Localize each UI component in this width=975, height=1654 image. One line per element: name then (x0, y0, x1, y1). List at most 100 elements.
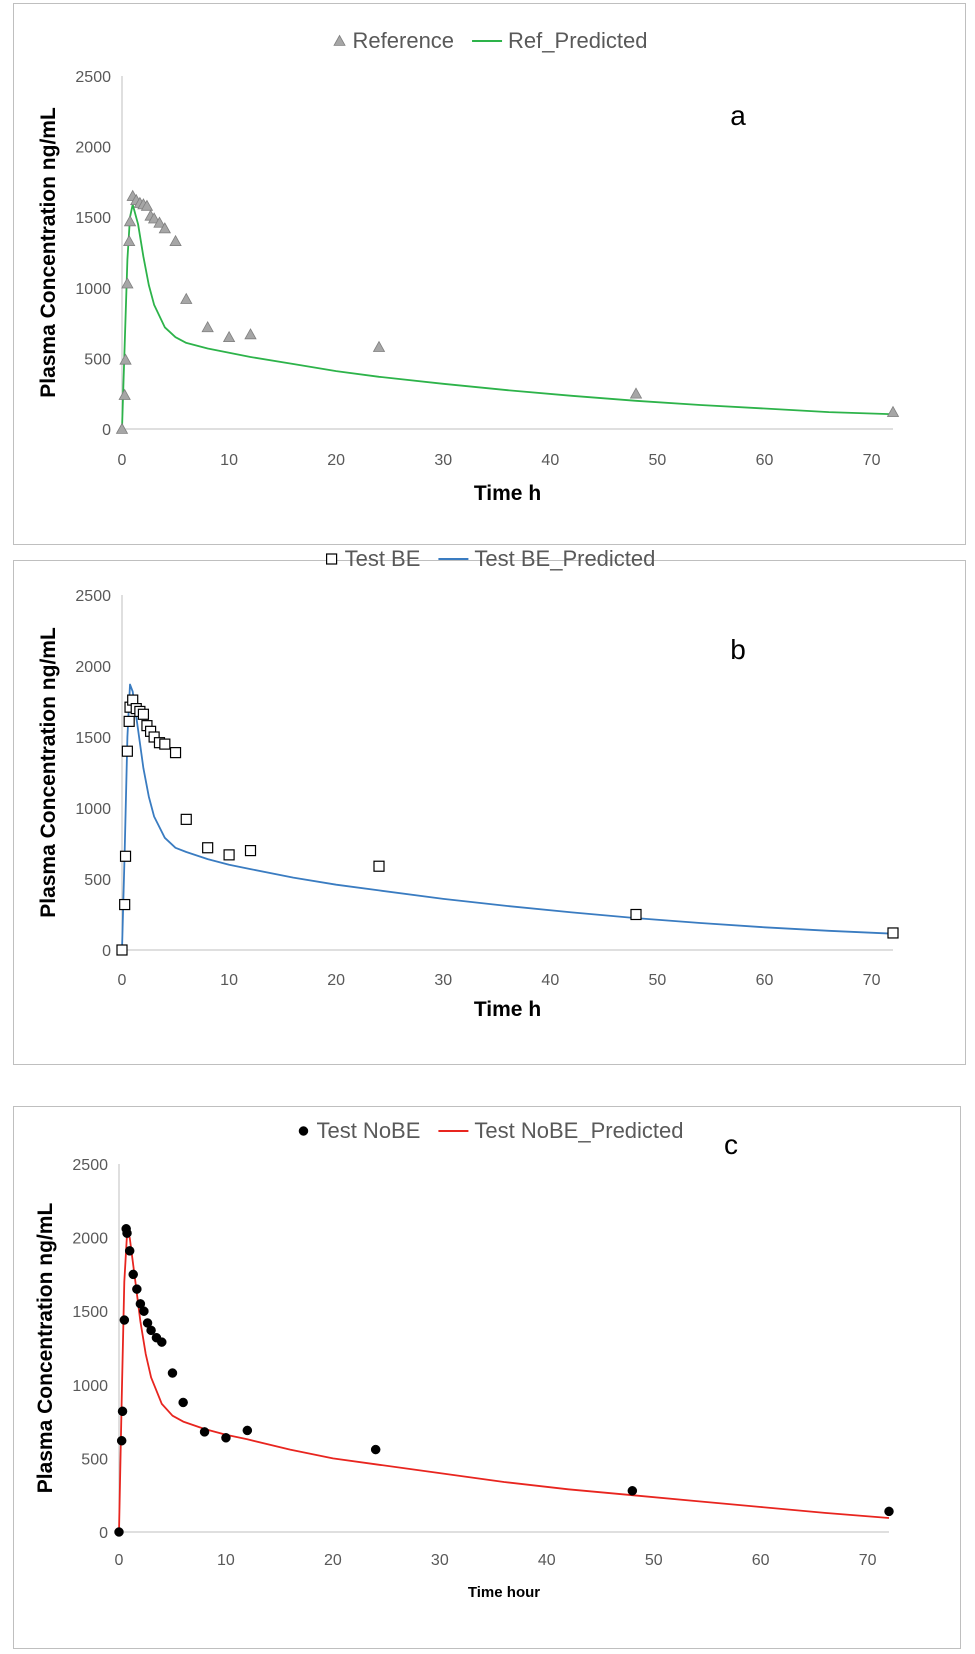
x-axis-label: Time h (474, 998, 541, 1021)
observed-data-point (137, 708, 150, 720)
y-axis-label: Plasma Concentration ng/mL (37, 107, 60, 398)
y-tick-label: 1500 (75, 730, 111, 747)
x-tick-label: 50 (645, 1552, 663, 1569)
x-tick-label: 40 (541, 452, 559, 469)
observed-data-point (119, 850, 132, 862)
observed-data-point (118, 388, 131, 400)
observed-data-point (223, 849, 235, 861)
x-tick-label: 0 (118, 452, 127, 469)
observed-data-point (153, 216, 166, 228)
observed-data-point (180, 292, 193, 304)
predicted-series-line (121, 683, 894, 951)
observed-data-point (242, 1425, 253, 1436)
observed-data-point (159, 738, 171, 750)
observed-data-point (119, 898, 131, 911)
observed-data-point (627, 1486, 638, 1496)
y-tick-label: 2000 (72, 1231, 108, 1248)
x-tick-label: 60 (756, 452, 774, 469)
observed-data-point (147, 212, 161, 224)
observed-data-point (373, 860, 385, 872)
y-tick-label: 2500 (72, 1157, 108, 1174)
observed-data-point (199, 1427, 210, 1437)
observed-data-point (158, 222, 172, 234)
legend-observed-label: Test NoBE (316, 1118, 420, 1143)
x-tick-label: 0 (115, 1552, 124, 1569)
observed-data-point (180, 813, 192, 825)
x-tick-label: 0 (118, 972, 127, 989)
observed-data-point (887, 927, 899, 939)
observed-data-point (167, 1368, 178, 1378)
observed-data-point (132, 1284, 142, 1294)
y-tick-label: 0 (102, 422, 111, 439)
legend-observed-marker (326, 553, 338, 565)
observed-data-point (122, 234, 136, 247)
panel-letter-label: b (730, 634, 746, 665)
x-tick-label: 60 (756, 972, 774, 989)
observed-data-point (222, 330, 236, 343)
observed-data-point (372, 340, 386, 352)
observed-data-point (630, 908, 642, 921)
chart-panel-a: 0 10 20 30 40 50 60 70 0 500 1000 1500 2000 2500 Time … (13, 3, 966, 545)
legend: Reference Ref_Predicted (333, 28, 647, 53)
plot-group-a: 0 10 20 30 40 50 60 70 0 500 1000 1500 2000 2500 Time … (37, 28, 900, 505)
observed-data-point (119, 353, 132, 365)
x-tick-label: 40 (538, 1552, 556, 1569)
observed-data-point (146, 1325, 156, 1336)
observed-data-point (178, 1397, 188, 1408)
observed-data-point (169, 747, 182, 759)
chart-svg-a: 0 10 20 30 40 50 60 70 0 500 1000 1500 2000 2500 Time … (37, 28, 900, 505)
y-tick-label: 0 (99, 1525, 108, 1542)
legend-predicted-label: Ref_Predicted (508, 28, 647, 53)
observed-data-point (370, 1444, 381, 1455)
observed-data-point (124, 1246, 135, 1256)
observed-data-point (244, 328, 257, 340)
x-tick-label: 70 (863, 452, 881, 469)
x-tick-label: 40 (541, 972, 559, 989)
observed-data-point (169, 234, 182, 247)
legend-observed-label: Test BE (345, 546, 421, 571)
legend-predicted-label: Test NoBE_Predicted (474, 1118, 683, 1143)
legend: Test BE Test BE_Predicted (326, 546, 655, 571)
chart-panel-b: 0 10 20 30 40 50 60 70 0 500 1000 1500 2000 2500 Time … (13, 546, 966, 1065)
observed-data-point (884, 1506, 894, 1517)
chart-svg-b: 0 10 20 30 40 50 60 70 0 500 1000 1500 2000 2500 Time … (37, 546, 899, 1021)
chart-svg-c: 0 10 20 30 40 50 60 70 0 500 1000 1500 2000 2500 Time … (34, 1118, 894, 1601)
observed-data-point (157, 1337, 167, 1347)
x-tick-label: 20 (327, 972, 345, 989)
y-tick-label: 2000 (75, 659, 111, 676)
legend-predicted-label: Test BE_Predicted (474, 546, 655, 571)
x-tick-label: 50 (649, 972, 667, 989)
y-tick-label: 500 (84, 872, 111, 889)
x-tick-label: 60 (752, 1552, 770, 1569)
x-tick-label: 20 (324, 1552, 342, 1569)
observed-data-point (140, 199, 154, 211)
legend-observed-marker (333, 34, 346, 46)
y-tick-label: 2000 (75, 140, 111, 157)
observed-data-point (629, 387, 643, 399)
observed-data-point (886, 405, 900, 417)
observed-data-point (117, 1406, 128, 1417)
observed-data-point (116, 944, 128, 956)
observed-data-point (201, 321, 214, 333)
plot-group-b: 0 10 20 30 40 50 60 70 0 500 1000 1500 2000 2500 Time … (37, 546, 899, 1021)
x-tick-label: 30 (431, 1552, 449, 1569)
y-tick-label: 1000 (72, 1378, 108, 1395)
observed-data-point (119, 1315, 130, 1325)
x-tick-label: 50 (649, 452, 667, 469)
legend-observed-marker (298, 1126, 309, 1136)
observed-data-point (123, 715, 135, 727)
x-axis-label: Time h (474, 482, 541, 505)
predicted-series-line (118, 1233, 890, 1533)
y-tick-label: 1000 (75, 801, 111, 818)
observed-data-point (221, 1433, 231, 1443)
legend-observed-label: Reference (353, 28, 455, 53)
x-tick-label: 30 (434, 972, 452, 989)
x-tick-label: 10 (220, 972, 238, 989)
panel-letter-label: c (724, 1129, 738, 1160)
y-tick-label: 1500 (75, 210, 111, 227)
x-tick-label: 70 (859, 1552, 877, 1569)
predicted-series-line (121, 203, 894, 430)
x-tick-label: 10 (217, 1552, 235, 1569)
y-tick-label: 2500 (75, 588, 111, 605)
observed-data-point (121, 277, 134, 289)
